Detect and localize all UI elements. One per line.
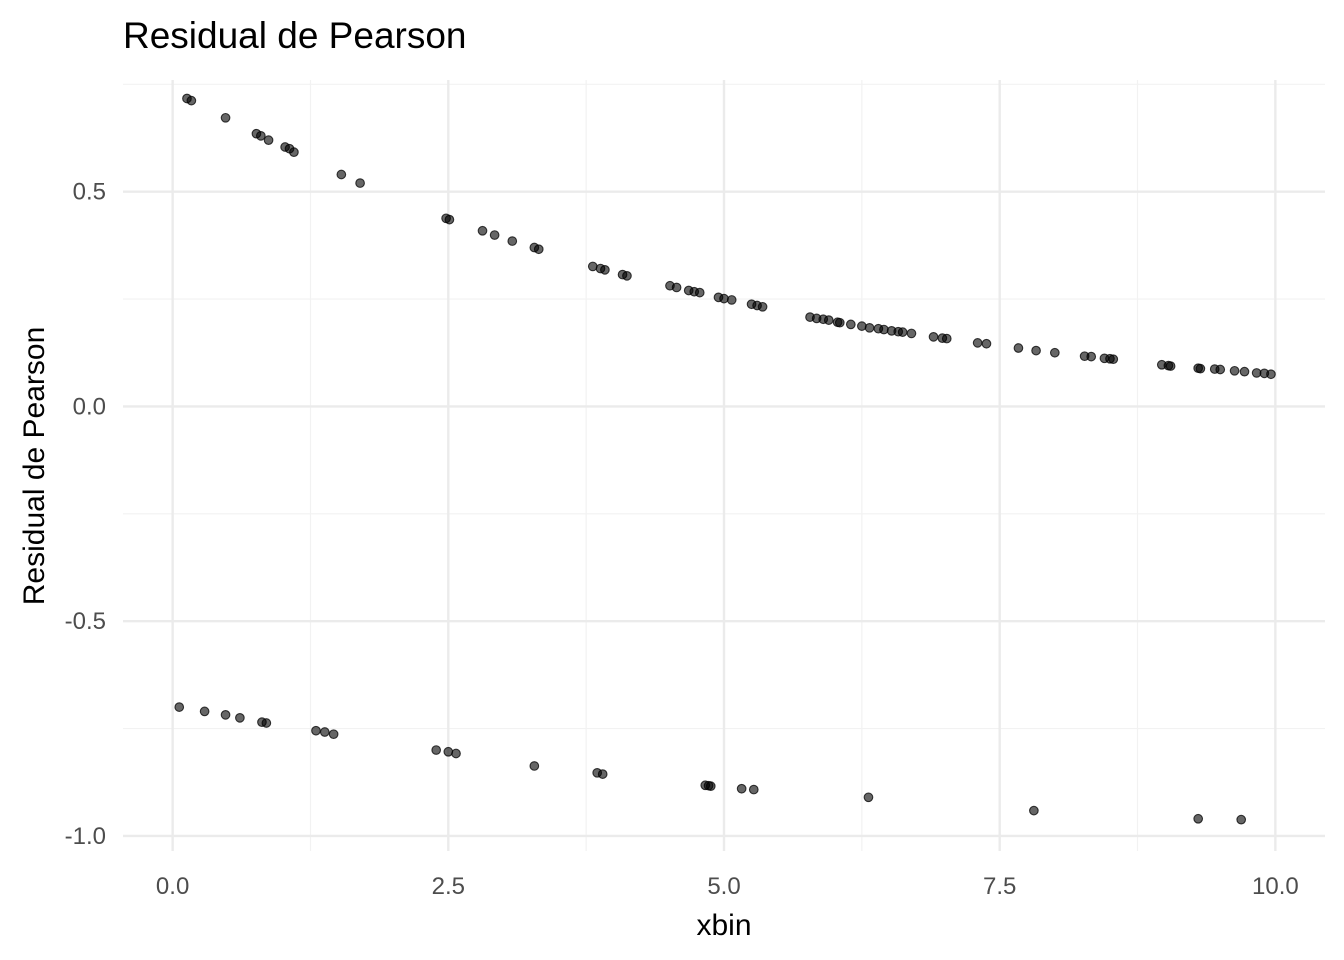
data-point-s1-23 [1236, 814, 1247, 825]
data-point-s0-12 [444, 214, 455, 225]
data-point-s1-6 [311, 725, 321, 736]
data-point-s1-14 [597, 769, 608, 779]
data-point-s0-66 [1195, 363, 1206, 374]
data-point-s1-21 [1029, 805, 1039, 816]
data-points [174, 93, 1276, 825]
data-point-s0-15 [507, 236, 518, 246]
data-point-s1-17 [705, 781, 716, 791]
data-point-s1-11 [451, 748, 461, 759]
data-point-s0-41 [856, 321, 867, 331]
data-point-s1-10 [443, 746, 454, 757]
data-point-s0-73 [1266, 369, 1276, 380]
data-point-s0-9 [336, 169, 347, 180]
data-point-s0-22 [622, 271, 632, 281]
data-point-s1-5 [261, 718, 272, 728]
data-point-s0-54 [1013, 343, 1024, 353]
data-point-s0-44 [879, 324, 889, 335]
data-point-s1-18 [736, 783, 747, 794]
data-point-s0-39 [834, 317, 845, 328]
data-point-s1-8 [328, 729, 339, 740]
chart-title: Residual de Pearson [123, 15, 467, 56]
data-point-s0-48 [906, 328, 917, 339]
data-point-s0-29 [719, 293, 729, 304]
data-point-s1-3 [235, 712, 245, 723]
data-point-s0-27 [694, 287, 705, 298]
data-point-s1-2 [220, 709, 231, 720]
data-point-s0-14 [489, 230, 500, 240]
data-point-s0-5 [263, 135, 274, 145]
data-point-s1-19 [748, 784, 759, 795]
data-point-s0-2 [220, 112, 231, 123]
data-point-s0-52 [972, 338, 983, 348]
y-axis-ticks: 0.5 0.0 -0.5 -1.0 [65, 179, 106, 850]
data-point-s0-30 [726, 295, 737, 305]
y-tick-label-0: 0.5 [73, 179, 106, 206]
data-point-s0-53 [981, 338, 992, 349]
data-point-s0-17 [533, 244, 544, 255]
data-point-s1-20 [863, 792, 874, 803]
data-point-s0-4 [255, 130, 266, 141]
data-point-s0-10 [355, 178, 365, 188]
major-gridlines [123, 80, 1325, 851]
data-point-s1-22 [1193, 813, 1204, 824]
data-point-s0-1 [186, 95, 197, 106]
data-point-s0-55 [1031, 345, 1041, 356]
data-point-s0-70 [1239, 366, 1250, 377]
data-point-s0-33 [757, 301, 768, 312]
y-tick-label-2: -0.5 [65, 608, 106, 635]
data-point-s0-42 [864, 322, 875, 333]
data-point-s0-68 [1215, 364, 1226, 375]
data-point-s0-64 [1165, 361, 1176, 371]
data-point-s0-61 [1108, 354, 1119, 365]
x-tick-label-1: 2.5 [432, 873, 465, 900]
data-point-s0-20 [600, 265, 610, 275]
data-point-s0-56 [1049, 347, 1060, 358]
x-tick-label-4: 10.0 [1252, 873, 1299, 900]
data-point-s0-58 [1086, 351, 1097, 362]
x-tick-label-3: 7.5 [983, 873, 1016, 900]
data-point-s1-1 [199, 706, 210, 717]
y-tick-label-3: -1.0 [65, 823, 106, 850]
x-axis-title: xbin [696, 909, 751, 942]
data-point-s1-0 [174, 702, 185, 712]
x-tick-label-0: 0.0 [156, 873, 189, 900]
data-point-s0-13 [477, 225, 488, 236]
x-tick-label-2: 5.0 [707, 873, 740, 900]
data-point-s0-37 [823, 315, 834, 325]
x-axis-ticks: 0.0 2.5 5.0 7.5 10.0 [156, 873, 1299, 900]
data-point-s0-69 [1229, 365, 1240, 376]
data-point-s0-47 [897, 327, 908, 337]
data-point-s0-8 [289, 147, 299, 158]
data-point-s0-24 [671, 282, 682, 293]
data-point-s1-9 [431, 745, 442, 755]
data-point-s1-12 [529, 761, 540, 771]
data-point-s0-51 [941, 333, 952, 344]
data-point-s0-40 [845, 319, 856, 330]
y-axis-title: Residual de Pearson [18, 327, 51, 606]
data-point-s0-49 [928, 332, 939, 342]
y-tick-label-1: 0.0 [73, 393, 106, 420]
data-point-s1-7 [319, 727, 330, 737]
